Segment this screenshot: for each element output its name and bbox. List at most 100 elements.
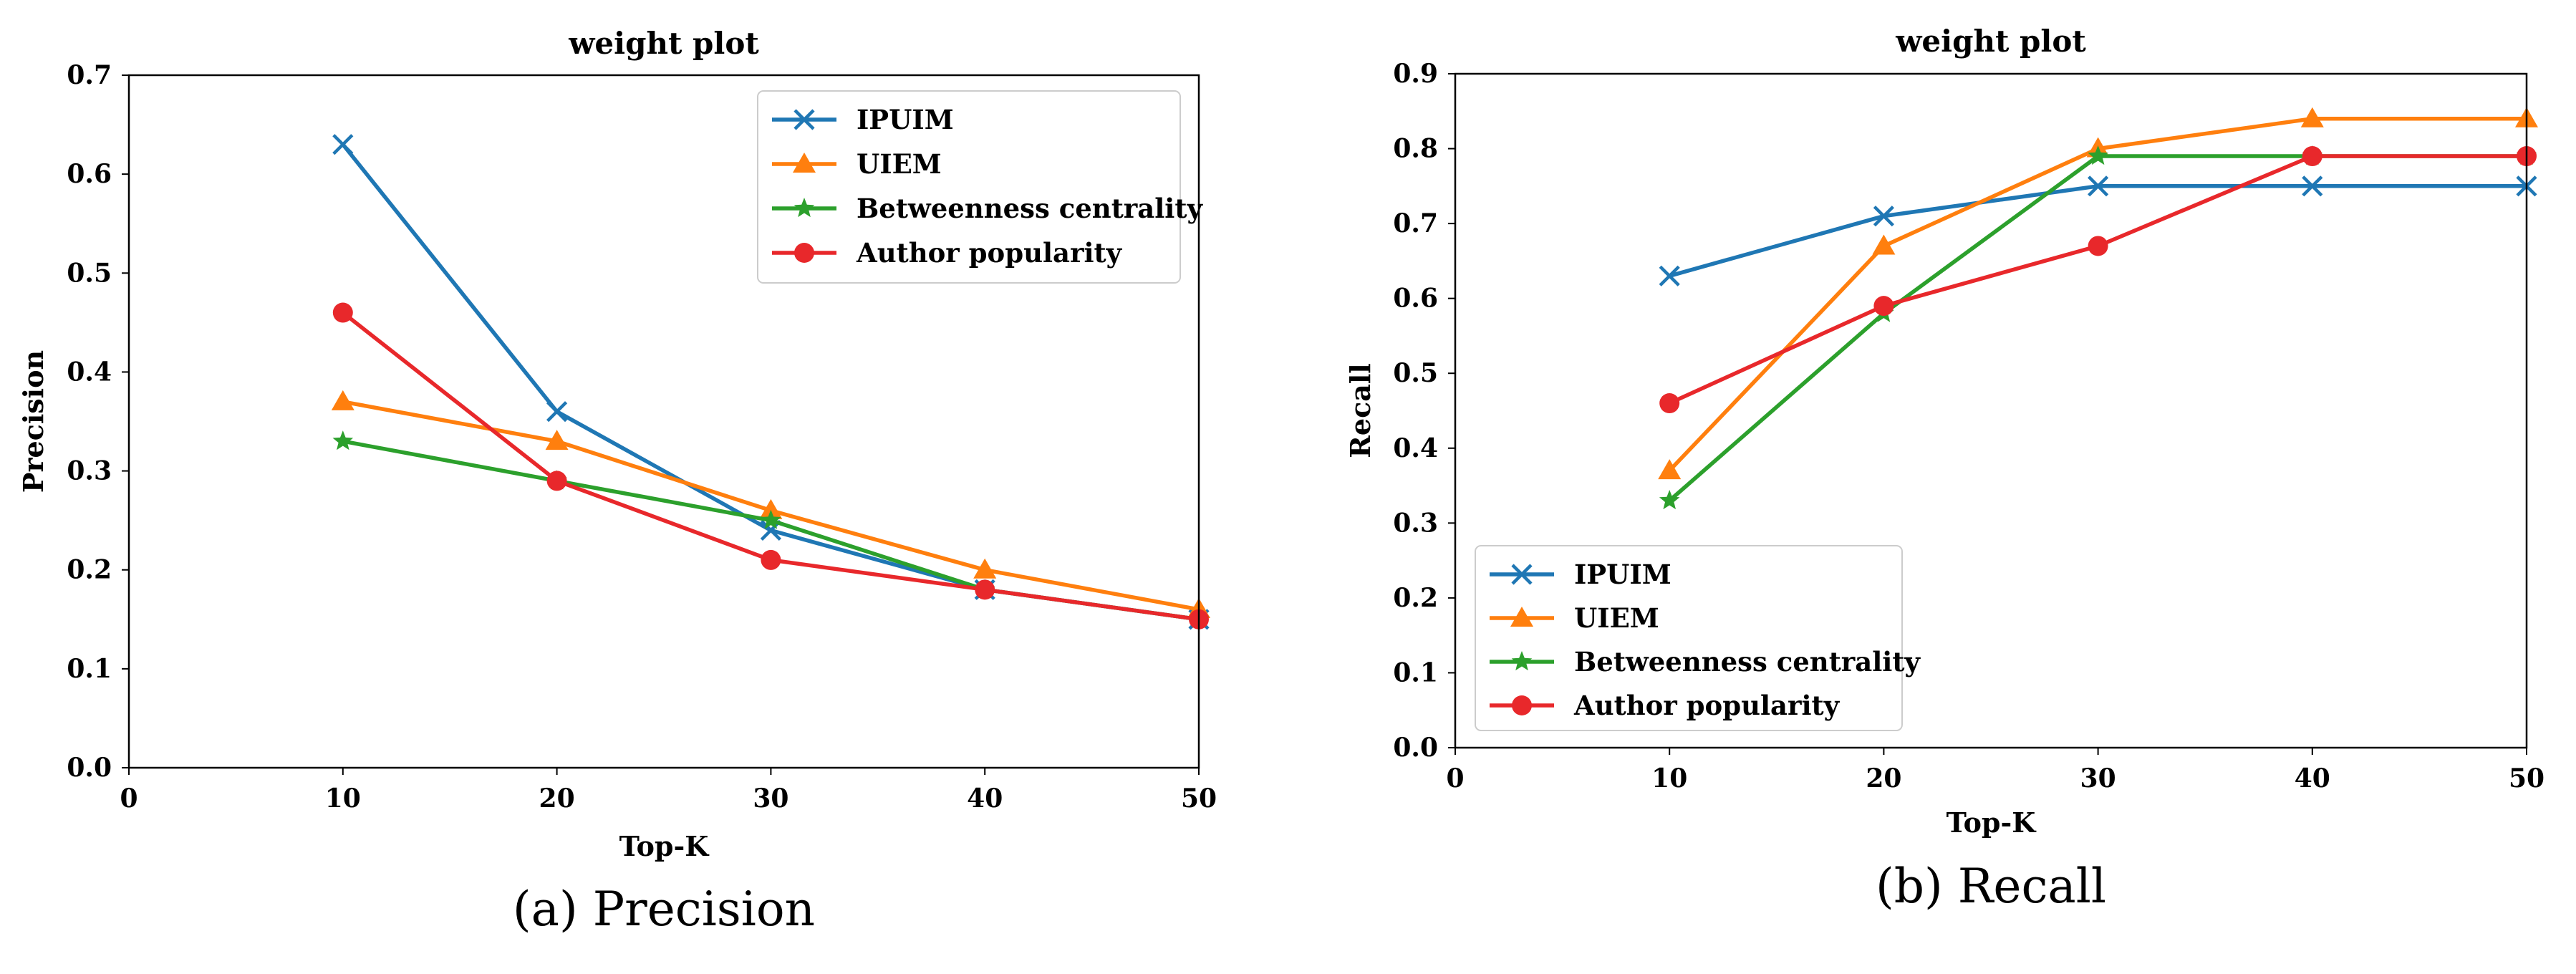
recall-xtick-label: 0 (1446, 763, 1464, 794)
recall-point-ipuim (2302, 175, 2323, 197)
recall-legend-marker (1512, 695, 1532, 715)
recall-legend-label: Author popularity (1573, 690, 1841, 721)
recall-series-betweenness-centrality (1659, 145, 2537, 510)
recall-point-uiem (1872, 234, 1896, 255)
recall-chart: weight plot 0 10 20 30 40 50 0.0 0.1 0.2 0.3 0.4 0.5… (1344, 24, 2544, 914)
recall-point-ipuim (1659, 265, 1680, 286)
recall-legend: IPUIM UIEM Betweenness centrality Author po… (1475, 545, 1921, 731)
precision-ytick-label: 0.1 (67, 654, 112, 684)
precision-legend-item: Author popularity (772, 237, 1123, 269)
precision-legend-box (757, 90, 1181, 284)
recall-point-author-popularity (2088, 236, 2108, 256)
precision-xtick-label: 30 (753, 783, 788, 814)
recall-xtick-label: 50 (2509, 763, 2544, 794)
recall-line-author-popularity (1667, 154, 2529, 405)
precision-ytick-label: 0.2 (67, 555, 112, 585)
precision-xtick-label: 50 (1181, 783, 1217, 814)
precision-point-author-popularity (761, 549, 781, 570)
recall-series-ipuim (1659, 175, 2537, 286)
recall-legend-item: UIEM (1490, 602, 1659, 634)
precision-legend-item: Betweenness centrality (772, 193, 1203, 224)
recall-legend-label: UIEM (1574, 602, 1659, 634)
precision-point-ipuim (546, 401, 568, 423)
recall-line-betweenness-centrality (1667, 154, 2529, 503)
precision-point-ipuim (332, 134, 354, 155)
recall-point-author-popularity (1659, 393, 1680, 414)
precision-point-uiem (331, 390, 354, 410)
recall-point-betweenness-centrality (2088, 145, 2108, 165)
precision-legend-marker (793, 198, 815, 218)
precision-xtick-label: 40 (967, 783, 1003, 814)
recall-title: weight plot (1895, 24, 2086, 59)
recall-point-uiem (1658, 459, 1682, 480)
recall-legend-marker (1511, 564, 1533, 585)
precision-ytick-label: 0.4 (67, 357, 112, 387)
precision-chart: weight plot 0 10 20 30 40 50 0.0 0.1 0.2 0.3 0.4 0.5… (17, 26, 1217, 937)
recall-point-author-popularity (1873, 296, 1894, 317)
recall-ytick-label: 0.8 (1393, 134, 1438, 164)
precision-legend-marker (793, 153, 816, 173)
recall-ytick-label: 0.6 (1393, 284, 1438, 314)
recall-xtick-label: 10 (1651, 763, 1687, 794)
precision-legend-label: Betweenness centrality (857, 193, 1203, 224)
recall-legend-item: Author popularity (1490, 690, 1841, 721)
recall-point-betweenness-centrality (1659, 490, 1680, 510)
precision-point-betweenness-centrality (761, 509, 781, 529)
recall-ytick-label: 0.9 (1393, 59, 1438, 89)
recall-xlabel: Top-K (1947, 806, 2037, 839)
recall-ytick-label: 0.5 (1393, 358, 1438, 388)
precision-title: weight plot (568, 26, 759, 61)
precision-ytick-label: 0.3 (67, 456, 112, 486)
precision-point-author-popularity (546, 471, 567, 491)
recall-legend-item: Betweenness centrality (1490, 646, 1921, 678)
recall-point-ipuim (1873, 206, 1894, 227)
precision-legend-label: UIEM (857, 148, 942, 180)
recall-ytick-label: 0.0 (1393, 733, 1438, 763)
recall-xtick-label: 20 (1866, 763, 1901, 794)
precision-point-uiem (973, 558, 997, 579)
recall-ytick-label: 0.4 (1393, 433, 1438, 463)
precision-point-uiem (759, 498, 783, 519)
recall-legend-label: Betweenness centrality (1574, 646, 1921, 678)
precision-ylabel: Precision (17, 350, 49, 493)
precision-legend-item: IPUIM (772, 104, 954, 135)
recall-point-ipuim (2088, 175, 2109, 197)
recall-xtick-label: 30 (2080, 763, 2116, 794)
precision-point-betweenness-centrality (332, 430, 354, 450)
precision-point-author-popularity (332, 302, 353, 323)
precision-legend-item: UIEM (772, 148, 942, 180)
precision-xtick-label: 10 (325, 783, 361, 814)
recall-ylabel: Recall (1344, 363, 1376, 458)
precision-ytick-label: 0.6 (67, 159, 112, 189)
recall-series-author-popularity (1659, 146, 2537, 414)
recall-caption: (b) Recall (1876, 859, 2106, 914)
precision-point-uiem (545, 430, 569, 450)
precision-ytick-label: 0.7 (67, 60, 112, 90)
precision-caption: (a) Precision (513, 882, 815, 937)
precision-series-uiem (331, 390, 1210, 618)
recall-legend-label: IPUIM (1574, 559, 1671, 590)
recall-line-ipuim (1667, 184, 2529, 279)
recall-ytick-label: 0.3 (1393, 508, 1438, 538)
precision-plot-frame (127, 74, 1200, 769)
precision-legend-label: IPUIM (857, 104, 954, 135)
precision-ytick-label: 0.0 (67, 753, 112, 783)
recall-ytick-label: 0.1 (1393, 657, 1438, 688)
recall-legend-box (1475, 545, 1903, 731)
recall-point-uiem (2300, 107, 2324, 127)
precision-legend-label: Author popularity (856, 237, 1123, 269)
precision-point-author-popularity (975, 579, 995, 600)
recall-legend-marker (1511, 651, 1533, 671)
precision-xtick-label: 0 (120, 783, 138, 814)
recall-plot-frame (1454, 72, 2528, 749)
precision-xlabel: Top-K (619, 830, 710, 862)
recall-xtick-label: 40 (2295, 763, 2330, 794)
recall-legend-marker (1510, 607, 1533, 627)
precision-legend: IPUIM UIEM Betweenness centrality Author po… (757, 90, 1203, 284)
recall-ytick-label: 0.7 (1393, 208, 1438, 238)
recall-ytick-label: 0.2 (1393, 583, 1438, 613)
precision-legend-marker (794, 243, 814, 263)
recall-line-uiem (1667, 116, 2529, 473)
recall-legend-item: IPUIM (1490, 559, 1671, 590)
